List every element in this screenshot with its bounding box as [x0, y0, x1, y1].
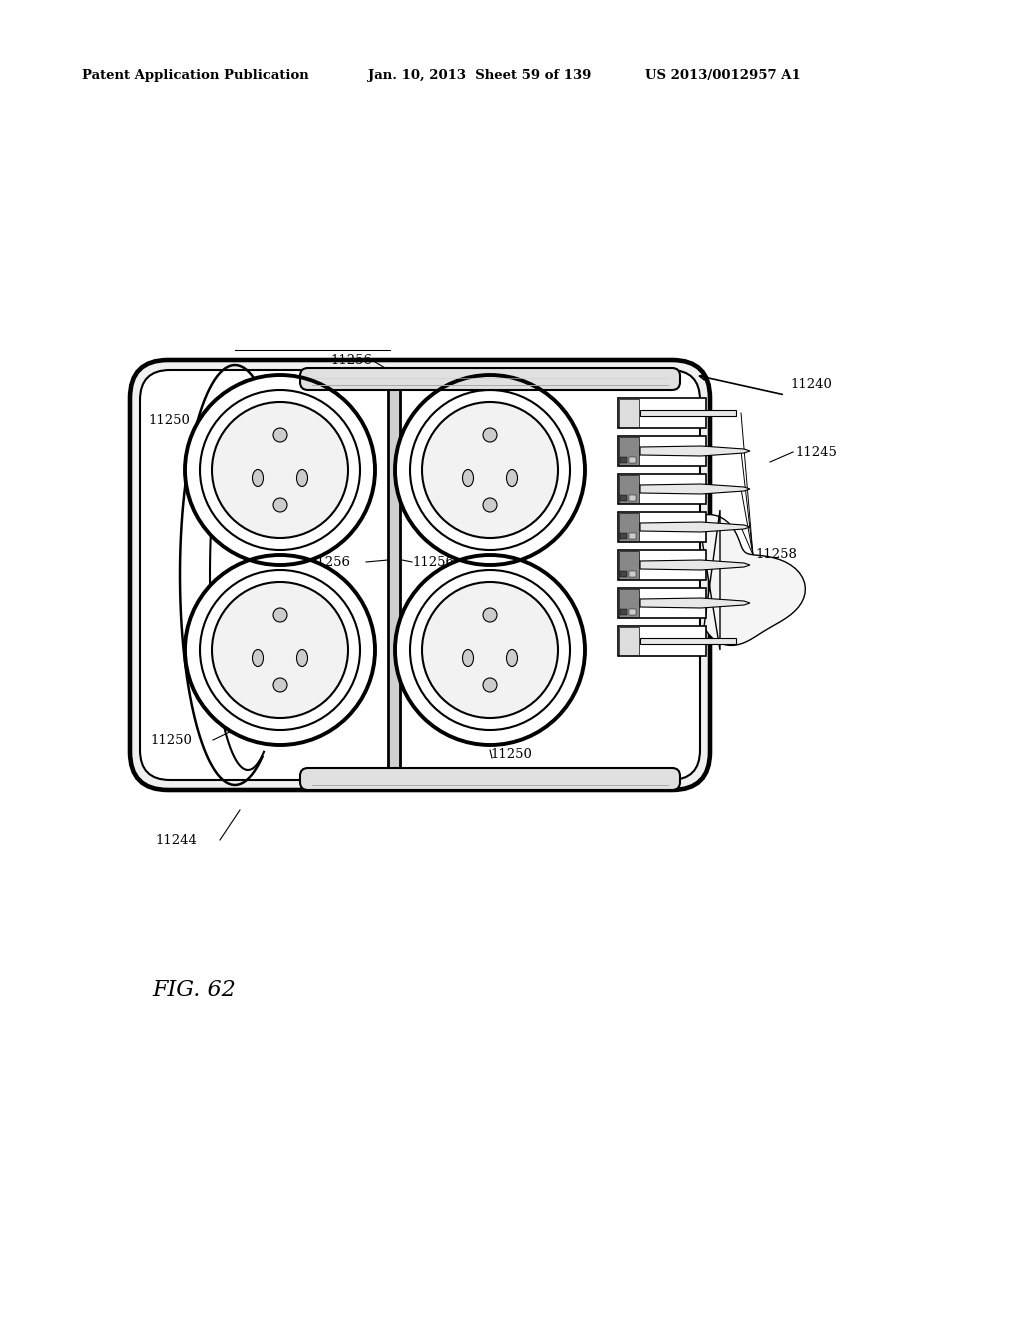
Ellipse shape	[253, 649, 263, 667]
Text: US 2013/0012957 A1: US 2013/0012957 A1	[645, 69, 801, 82]
Polygon shape	[640, 638, 736, 644]
Circle shape	[273, 678, 287, 692]
Circle shape	[395, 375, 585, 565]
Text: 11256: 11256	[330, 774, 372, 787]
Bar	[620, 533, 627, 539]
Polygon shape	[640, 521, 750, 532]
Bar	[629, 495, 636, 502]
Bar	[629, 533, 636, 539]
FancyBboxPatch shape	[130, 360, 710, 789]
Bar	[618, 627, 639, 655]
Bar	[618, 550, 706, 579]
Circle shape	[273, 498, 287, 512]
Text: 11240: 11240	[790, 379, 831, 392]
Text: FIG. 62: FIG. 62	[152, 979, 236, 1001]
Bar	[618, 512, 706, 543]
FancyBboxPatch shape	[140, 370, 700, 780]
Ellipse shape	[463, 470, 473, 487]
Circle shape	[273, 609, 287, 622]
Bar	[620, 495, 627, 502]
Text: 11250: 11250	[510, 401, 552, 414]
Circle shape	[273, 428, 287, 442]
Polygon shape	[640, 598, 750, 609]
Bar	[618, 475, 639, 503]
Bar	[388, 370, 400, 780]
Circle shape	[212, 582, 348, 718]
Bar	[618, 587, 706, 618]
Bar	[618, 589, 639, 616]
Bar	[618, 474, 706, 504]
Ellipse shape	[297, 649, 307, 667]
Circle shape	[185, 375, 375, 565]
Bar	[618, 437, 639, 465]
Text: 11245: 11245	[795, 446, 837, 458]
Circle shape	[185, 554, 375, 744]
Bar	[629, 572, 636, 577]
Bar	[618, 436, 706, 466]
Circle shape	[483, 428, 497, 442]
Circle shape	[483, 609, 497, 622]
FancyBboxPatch shape	[300, 368, 680, 389]
FancyBboxPatch shape	[300, 768, 680, 789]
Circle shape	[483, 498, 497, 512]
Bar	[618, 513, 639, 541]
Text: Patent Application Publication: Patent Application Publication	[82, 69, 309, 82]
Circle shape	[422, 582, 558, 718]
Polygon shape	[640, 560, 750, 570]
Bar	[620, 572, 627, 577]
Bar	[620, 609, 627, 615]
Bar	[618, 399, 706, 428]
Ellipse shape	[253, 470, 263, 487]
Text: 11256: 11256	[330, 354, 372, 367]
Bar	[620, 457, 627, 463]
Polygon shape	[640, 411, 736, 416]
Circle shape	[212, 403, 348, 539]
Circle shape	[483, 678, 497, 692]
Ellipse shape	[507, 470, 517, 487]
Ellipse shape	[297, 470, 307, 487]
Bar	[618, 550, 639, 579]
Circle shape	[422, 403, 558, 539]
Polygon shape	[698, 510, 805, 649]
Text: 11256: 11256	[308, 556, 350, 569]
Circle shape	[395, 554, 585, 744]
Ellipse shape	[463, 649, 473, 667]
Ellipse shape	[507, 649, 517, 667]
Text: 11250: 11250	[148, 413, 189, 426]
Polygon shape	[640, 484, 750, 494]
Text: 11250: 11250	[490, 748, 531, 762]
Bar	[629, 457, 636, 463]
Polygon shape	[640, 446, 750, 455]
Bar	[618, 399, 639, 426]
Text: Jan. 10, 2013  Sheet 59 of 139: Jan. 10, 2013 Sheet 59 of 139	[368, 69, 592, 82]
Bar	[618, 626, 706, 656]
Bar	[629, 609, 636, 615]
Text: 11250: 11250	[150, 734, 191, 747]
Text: 11244: 11244	[155, 833, 197, 846]
Text: 11258: 11258	[755, 549, 797, 561]
Text: 11256: 11256	[412, 556, 454, 569]
